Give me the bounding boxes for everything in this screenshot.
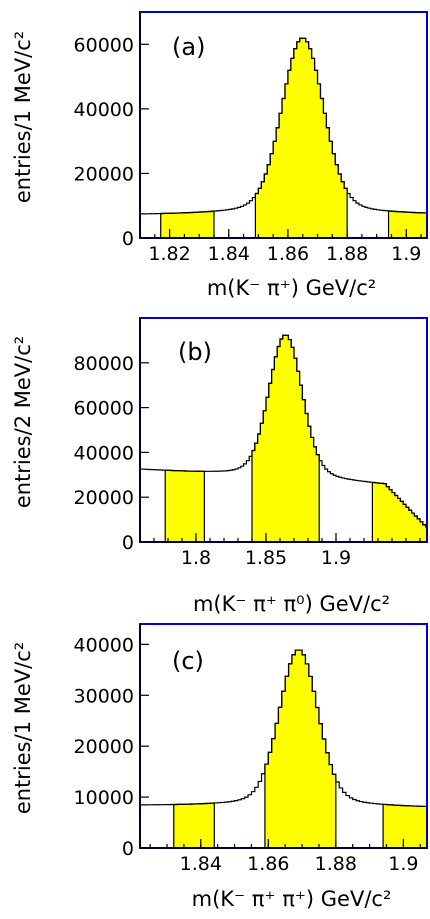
- y-tick-label: 40000: [74, 634, 134, 656]
- shaded-region-2: [251, 334, 320, 543]
- x-tick-label: 1.84: [208, 243, 250, 265]
- x-axis-label: m(K⁻ π⁺) GeV/c²: [207, 276, 376, 300]
- y-tick-label: 30000: [74, 685, 134, 707]
- y-tick-label: 0: [122, 838, 134, 860]
- shaded-region-1: [173, 802, 215, 849]
- x-tick-label: 1.9: [321, 547, 351, 569]
- x-axis-label: m(K⁻ π⁺ π⁺) GeV/c²: [192, 887, 392, 911]
- y-tick-label: 40000: [74, 99, 134, 121]
- x-tick-label: 1.88: [326, 243, 368, 265]
- y-tick-label: 60000: [74, 398, 134, 420]
- histogram-line: [140, 334, 427, 528]
- y-tick-label: 10000: [74, 787, 134, 809]
- panel-label: (c): [172, 647, 204, 675]
- shaded-region-2: [254, 37, 348, 239]
- x-tick-label: 1.82: [148, 243, 190, 265]
- y-tick-label: 20000: [74, 163, 134, 185]
- panel-c: 1.84 1.86 1.88 1.9 0 10000 20000 30000 40000 (c) m…: [11, 623, 428, 911]
- x-tick-label: 1.8: [181, 547, 211, 569]
- x-axis-label: m(K⁻ π⁺ π⁰) GeV/c²: [193, 592, 390, 616]
- panel-a: 1.82 1.84 1.86 1.88 1.9 0 20000 40000 60000 (a) m(…: [11, 11, 428, 300]
- x-tick-label: 1.85: [245, 547, 287, 569]
- y-tick-label: 0: [122, 228, 134, 250]
- y-tick-label: 0: [122, 532, 134, 554]
- shaded-region-3: [387, 210, 428, 239]
- y-tick-label: 40000: [74, 442, 134, 464]
- shaded-region-3: [371, 481, 428, 543]
- panel-label: (b): [178, 338, 212, 366]
- x-tick-label: 1.9: [391, 243, 421, 265]
- y-tick-label: 80000: [74, 353, 134, 375]
- x-tick-label: 1.9: [388, 853, 418, 875]
- x-tick-label: 1.84: [180, 853, 222, 875]
- shaded-region-3: [382, 803, 428, 849]
- x-tick-label: 1.88: [315, 853, 357, 875]
- y-tick-label: 20000: [74, 736, 134, 758]
- y-axis-label: entries/1 MeV/c²: [11, 642, 35, 814]
- panel-label: (a): [172, 33, 205, 61]
- y-tick-label: 20000: [74, 487, 134, 509]
- y-axis-label: entries/1 MeV/c²: [11, 31, 35, 203]
- y-tick-label: 60000: [74, 34, 134, 56]
- shaded-region-1: [160, 210, 215, 239]
- shaded-region-1: [164, 469, 205, 543]
- y-axis-label: entries/2 MeV/c²: [11, 336, 35, 508]
- x-tick-label: 1.86: [267, 243, 309, 265]
- histogram-line: [140, 649, 427, 808]
- x-tick-label: 1.86: [247, 853, 289, 875]
- panel-b: 1.8 1.85 1.9 0 20000 40000 60000 80000 (b) m(K⁻ π…: [11, 317, 428, 616]
- histogram-line: [140, 37, 427, 215]
